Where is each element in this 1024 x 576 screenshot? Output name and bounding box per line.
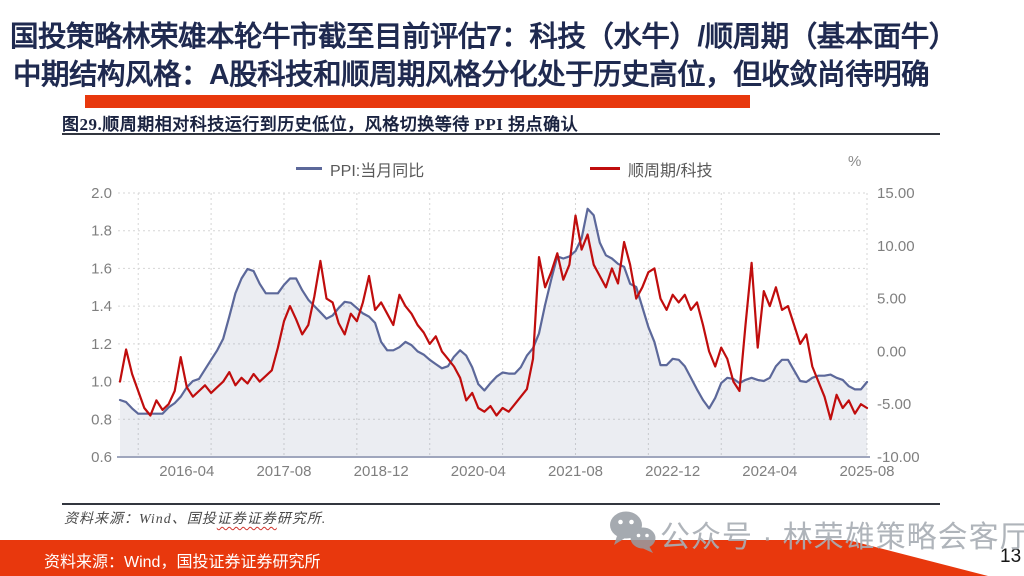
left-axis-tick-label: 1.4: [91, 298, 112, 315]
right-axis-tick-label: 0.00: [877, 343, 906, 360]
right-axis-unit-label: %: [848, 153, 862, 170]
x-axis-tick-label: 2025-08: [839, 463, 894, 480]
x-axis-tick-label: 2022-12: [645, 463, 700, 480]
right-axis-tick-label: 10.00: [877, 238, 915, 255]
x-axis-tick-label: 2018-12: [354, 463, 409, 480]
footer-red-band: [0, 540, 988, 576]
ppi-line: [118, 207, 869, 415]
figure-source-rule: [62, 503, 940, 505]
x-axis-tick-label: 2016-04: [159, 463, 214, 480]
legend-label-ppi: PPI:当月同比: [330, 163, 425, 180]
left-axis-tick-label: 1.6: [91, 260, 112, 277]
right-axis-tick-label: -5.00: [877, 396, 911, 413]
page-title-line2: 中期结构风格：A股科技和顺周期风格分化处于历史高位，但收敛尚待明确: [13, 59, 930, 91]
wechat-icon: [610, 511, 656, 553]
footer-source-text: 资料来源：Wind，国投证券证券研究所: [44, 554, 321, 571]
right-axis-tick-label: 15.00: [877, 185, 915, 202]
ppi-area-fill: [120, 208, 867, 457]
figure-title: 图29.顺周期相对科技运行到历史低位，风格切换等待 PPI 拐点确认: [62, 115, 579, 134]
figure-source-note: 资料来源：Wind、国投证券证券研究所.: [64, 508, 326, 528]
x-axis-tick-label: 2024-04: [742, 463, 797, 480]
figure-source-suffix: 研究所.: [276, 512, 327, 527]
title-underline-bar: [85, 95, 750, 108]
watermark-text: 公众号 · 林荣雄策略会客厅: [660, 521, 1024, 554]
page-number: 13: [1000, 546, 1022, 567]
left-axis-tick-label: 1.8: [91, 223, 112, 240]
left-axis-tick-label: 1.2: [91, 336, 112, 353]
left-axis-tick-label: 1.0: [91, 374, 112, 391]
legend-label-ratio: 顺周期/科技: [628, 163, 713, 180]
page-title-line1: 国投策略林荣雄本轮牛市截至目前评估7：科技（水牛）/顺周期（基本面牛）: [10, 21, 957, 53]
left-axis-tick-label: 0.8: [91, 411, 112, 428]
x-axis-tick-label: 2021-08: [548, 463, 603, 480]
figure-title-rule: [62, 133, 940, 135]
x-axis-tick-label: 2020-04: [451, 463, 506, 480]
x-axis-tick-label: 2017-08: [256, 463, 311, 480]
right-axis-tick-label: 5.00: [877, 291, 906, 308]
figure-source-prefix: 资料来源：Wind、国投: [64, 512, 217, 527]
right-axis-tick-label: -10.00: [877, 449, 920, 466]
left-axis-tick-label: 0.6: [91, 449, 112, 466]
figure-source-wavy: 证券证券: [216, 512, 277, 527]
left-axis-tick-label: 2.0: [91, 185, 112, 202]
ratio-line: [118, 214, 869, 421]
legend-swatch-ratio: [590, 167, 620, 170]
ratio-vs-ppi-line-chart: 2.0 1.8 1.6 1.4 1.2 1.0 0.8 0.6 15.00 10.00 5.00 0.…: [91, 185, 920, 480]
legend-swatch-ppi: [296, 167, 322, 170]
